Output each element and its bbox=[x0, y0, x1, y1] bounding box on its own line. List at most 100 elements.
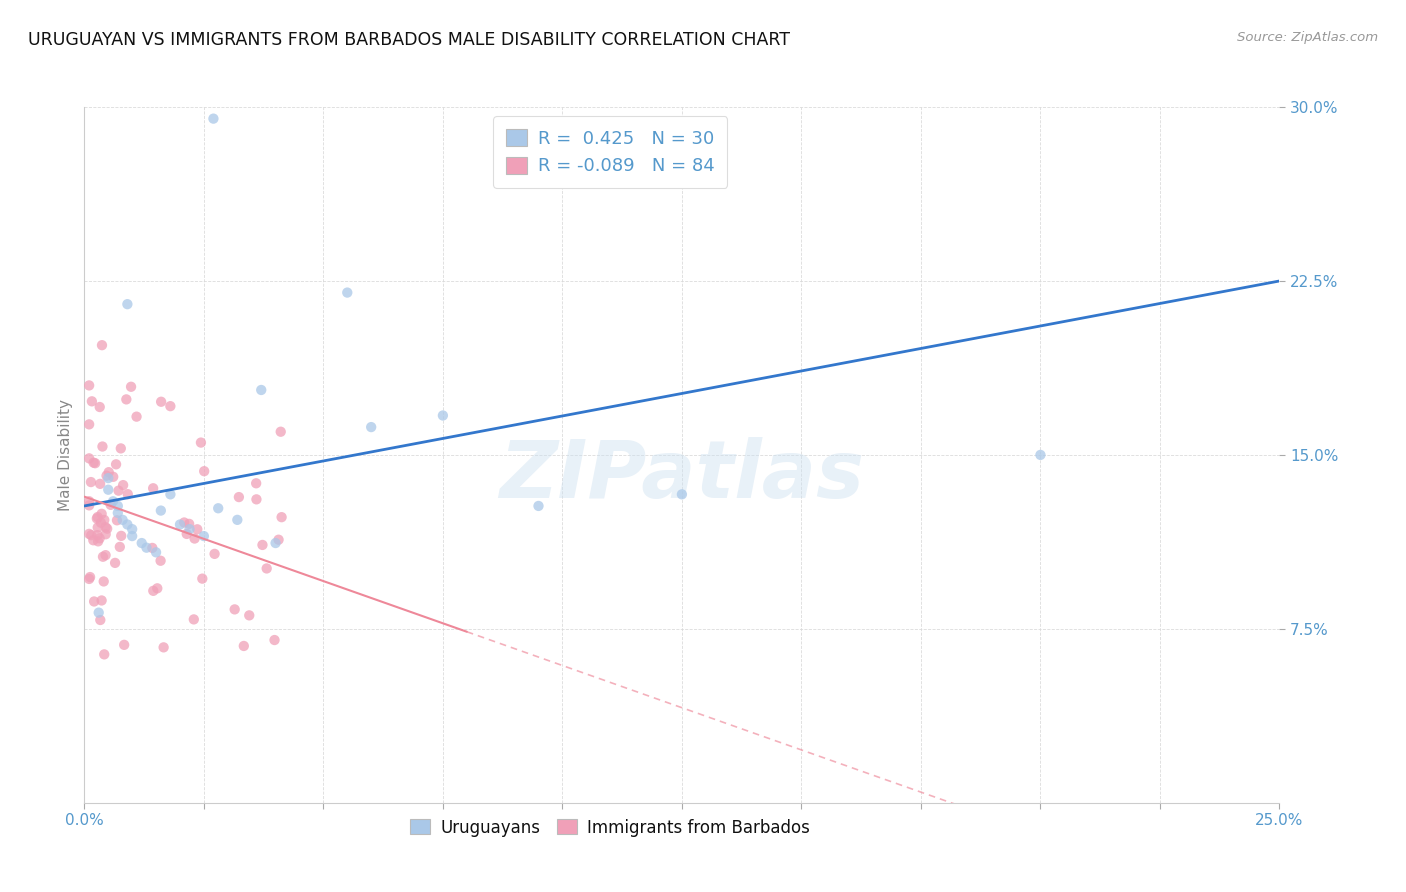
Point bbox=[179, 516, 201, 531]
Point bbox=[111, 513, 134, 527]
Point bbox=[89, 613, 111, 627]
Point bbox=[110, 529, 132, 543]
Point bbox=[131, 536, 153, 550]
Point bbox=[120, 380, 142, 394]
Point bbox=[264, 536, 287, 550]
Point bbox=[97, 483, 120, 497]
Point bbox=[77, 527, 100, 541]
Point bbox=[145, 545, 167, 559]
Point bbox=[101, 494, 124, 508]
Point bbox=[110, 442, 132, 456]
Point bbox=[96, 522, 118, 536]
Point bbox=[79, 570, 101, 584]
Point bbox=[107, 483, 129, 498]
Point bbox=[87, 606, 110, 620]
Point bbox=[226, 513, 249, 527]
Point bbox=[193, 464, 215, 478]
Point bbox=[125, 409, 148, 424]
Point bbox=[117, 517, 139, 532]
Point bbox=[270, 425, 292, 439]
Point bbox=[1029, 448, 1052, 462]
Point bbox=[117, 487, 139, 501]
Text: Source: ZipAtlas.com: Source: ZipAtlas.com bbox=[1237, 31, 1378, 45]
Point bbox=[150, 394, 173, 409]
Point bbox=[87, 520, 110, 534]
Point bbox=[96, 468, 118, 483]
Point bbox=[86, 510, 108, 524]
Point bbox=[245, 476, 267, 491]
Text: ZIPatlas: ZIPatlas bbox=[499, 437, 865, 515]
Point bbox=[105, 513, 128, 527]
Point bbox=[202, 112, 225, 126]
Point bbox=[176, 527, 198, 541]
Point bbox=[89, 531, 111, 545]
Point bbox=[107, 499, 129, 513]
Point bbox=[270, 510, 292, 524]
Point bbox=[94, 520, 117, 534]
Point bbox=[80, 394, 103, 409]
Point bbox=[432, 409, 454, 423]
Point bbox=[103, 470, 125, 484]
Point bbox=[179, 522, 201, 536]
Point bbox=[105, 458, 128, 472]
Point bbox=[186, 522, 208, 536]
Point bbox=[135, 541, 157, 555]
Point bbox=[245, 492, 267, 507]
Point bbox=[83, 456, 105, 470]
Point bbox=[183, 612, 205, 626]
Text: URUGUAYAN VS IMMIGRANTS FROM BARBADOS MALE DISABILITY CORRELATION CHART: URUGUAYAN VS IMMIGRANTS FROM BARBADOS MA… bbox=[28, 31, 790, 49]
Point bbox=[104, 556, 127, 570]
Point bbox=[77, 451, 100, 466]
Point bbox=[173, 516, 195, 530]
Point bbox=[142, 481, 165, 495]
Point bbox=[149, 554, 172, 568]
Point bbox=[159, 399, 181, 413]
Point bbox=[115, 392, 138, 407]
Point bbox=[142, 583, 165, 598]
Point bbox=[77, 378, 100, 392]
Point bbox=[84, 456, 107, 470]
Point bbox=[671, 487, 693, 501]
Point bbox=[108, 540, 131, 554]
Point bbox=[360, 420, 382, 434]
Point bbox=[93, 513, 115, 527]
Point bbox=[90, 507, 112, 521]
Point bbox=[256, 561, 278, 575]
Point bbox=[86, 511, 108, 525]
Point bbox=[112, 478, 135, 492]
Point bbox=[228, 490, 250, 504]
Point bbox=[94, 548, 117, 562]
Point bbox=[90, 593, 112, 607]
Point bbox=[527, 499, 550, 513]
Point bbox=[80, 475, 103, 489]
Point bbox=[77, 499, 100, 513]
Point bbox=[159, 487, 181, 501]
Point bbox=[97, 471, 120, 485]
Point bbox=[207, 501, 229, 516]
Point bbox=[193, 529, 215, 543]
Point bbox=[82, 533, 104, 548]
Point bbox=[90, 516, 112, 530]
Point bbox=[93, 648, 115, 662]
Point bbox=[232, 639, 254, 653]
Point bbox=[146, 582, 169, 596]
Point bbox=[77, 494, 100, 508]
Point bbox=[238, 608, 260, 623]
Point bbox=[263, 633, 285, 648]
Point bbox=[89, 400, 111, 414]
Point bbox=[250, 383, 273, 397]
Y-axis label: Male Disability: Male Disability bbox=[58, 399, 73, 511]
Point bbox=[87, 534, 110, 549]
Point bbox=[252, 538, 274, 552]
Point bbox=[112, 638, 135, 652]
Point bbox=[183, 532, 205, 546]
Point bbox=[224, 602, 246, 616]
Point bbox=[336, 285, 359, 300]
Point bbox=[94, 527, 117, 541]
Point bbox=[121, 522, 143, 536]
Point bbox=[117, 297, 139, 311]
Point bbox=[97, 465, 120, 479]
Point bbox=[83, 594, 105, 608]
Point bbox=[107, 506, 129, 520]
Point bbox=[91, 549, 114, 564]
